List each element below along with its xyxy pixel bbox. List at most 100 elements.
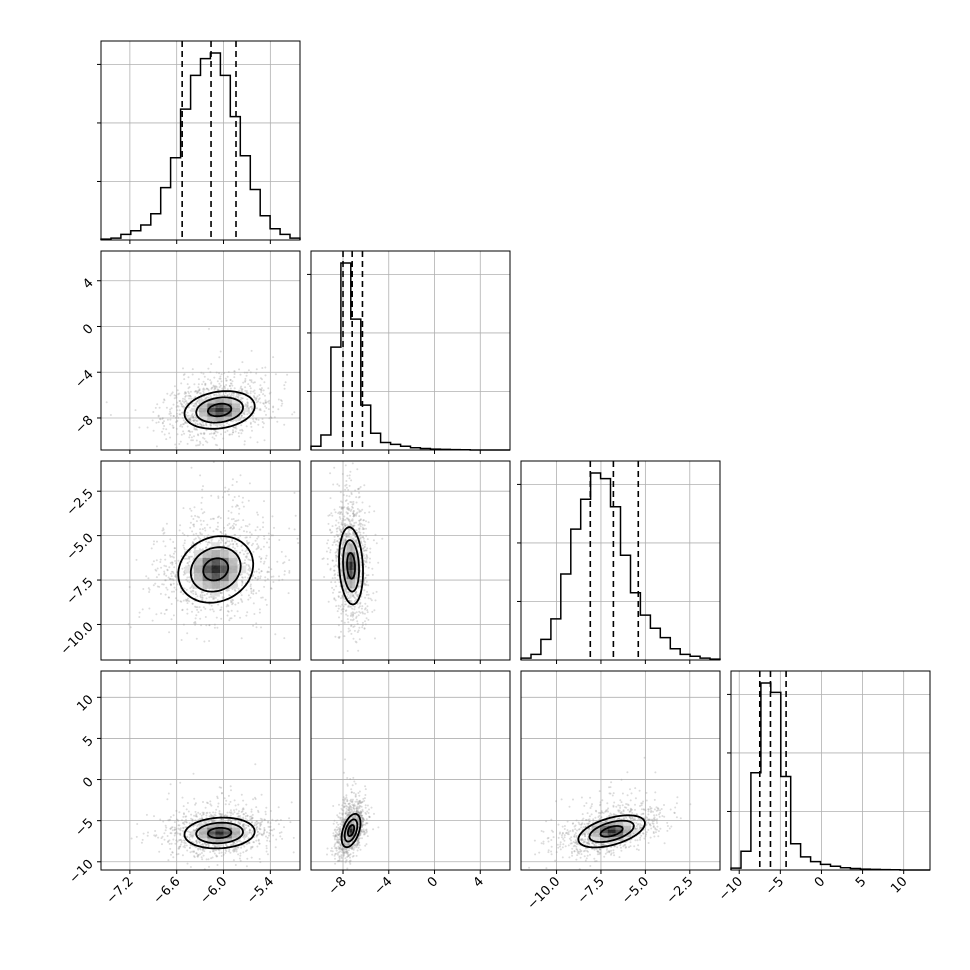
scatter-point xyxy=(246,842,249,845)
scatter-point xyxy=(233,533,236,536)
scatter-point xyxy=(198,392,201,395)
scatter-point xyxy=(366,547,369,550)
scatter-point xyxy=(196,815,198,818)
scatter-point xyxy=(196,827,198,830)
scatter-point xyxy=(164,558,167,561)
scatter-point xyxy=(155,559,158,562)
scatter-point xyxy=(195,403,198,406)
scatter-point xyxy=(260,570,263,573)
scatter-point xyxy=(138,611,141,614)
scatter-point xyxy=(352,533,354,535)
scatter-point xyxy=(337,574,340,577)
scatter-point xyxy=(193,506,196,509)
scatter-point xyxy=(230,811,233,814)
scatter-point xyxy=(178,413,181,416)
scatter-point xyxy=(350,625,353,628)
scatter-point xyxy=(366,538,369,541)
scatter-point xyxy=(247,565,250,568)
scatter-point xyxy=(210,539,213,542)
scatter-point xyxy=(238,368,241,371)
scatter-point xyxy=(347,803,350,805)
scatter-point xyxy=(196,595,199,598)
density-cell xyxy=(223,407,232,413)
scatter-point xyxy=(293,491,296,494)
scatter-point xyxy=(198,389,201,392)
scatter-point xyxy=(345,533,348,536)
scatter-point xyxy=(171,561,174,564)
scatter-point xyxy=(251,578,254,581)
scatter-point xyxy=(263,537,266,540)
scatter-point xyxy=(260,557,263,560)
scatter-point xyxy=(341,594,344,597)
scatter-point xyxy=(258,842,261,845)
scatter-point xyxy=(262,402,265,405)
scatter-point xyxy=(354,612,356,615)
scatter-point xyxy=(347,524,350,527)
scatter-point xyxy=(348,528,350,530)
scatter-point xyxy=(191,430,194,433)
scatter-point xyxy=(162,528,165,531)
scatter-point xyxy=(209,803,212,806)
scatter-point xyxy=(218,356,221,359)
scatter-point xyxy=(221,596,224,599)
scatter-point xyxy=(354,597,356,599)
scatter-point xyxy=(202,380,205,383)
scatter-point xyxy=(163,838,166,841)
scatter-point xyxy=(180,403,183,406)
scatter-point xyxy=(202,848,205,851)
scatter-point xyxy=(357,846,360,849)
density-cell xyxy=(220,550,229,558)
scatter-point xyxy=(236,545,239,548)
scatter-point xyxy=(345,534,348,537)
scatter-point xyxy=(183,373,186,376)
scatter-point xyxy=(166,588,169,591)
scatter-point xyxy=(208,603,211,606)
scatter-point xyxy=(172,415,175,418)
scatter-point xyxy=(206,801,208,804)
scatter-point xyxy=(229,809,232,812)
density-cell xyxy=(193,581,203,589)
scatter-point xyxy=(345,613,348,616)
scatter-point xyxy=(364,607,367,610)
scatter-point xyxy=(203,850,206,853)
scatter-point xyxy=(201,599,204,602)
scatter-point xyxy=(258,589,260,592)
scatter-point xyxy=(198,389,201,392)
scatter-point xyxy=(354,795,357,798)
scatter-point xyxy=(159,454,161,456)
scatter-point xyxy=(201,817,204,820)
scatter-point xyxy=(258,611,261,614)
scatter-point xyxy=(203,842,206,845)
scatter-point xyxy=(201,596,204,599)
scatter-point xyxy=(168,819,171,822)
scatter-point xyxy=(220,818,223,821)
scatter-point xyxy=(240,599,243,602)
scatter-point xyxy=(181,796,184,799)
scatter-point xyxy=(362,537,365,540)
scatter-point xyxy=(363,546,366,549)
scatter-point xyxy=(341,572,344,575)
scatter-point xyxy=(247,594,250,597)
scatter-point xyxy=(184,815,187,818)
scatter-point xyxy=(261,378,263,381)
scatter-point xyxy=(352,513,355,516)
scatter-point xyxy=(243,443,246,446)
scatter-point xyxy=(267,821,269,824)
scatter-point xyxy=(367,566,370,569)
scatter-point xyxy=(195,402,198,405)
scatter-point xyxy=(265,835,267,838)
scatter-point xyxy=(351,503,354,506)
scatter-point xyxy=(358,515,361,518)
scatter-point xyxy=(237,587,240,590)
scatter-point xyxy=(256,825,259,828)
scatter-point xyxy=(277,823,280,826)
scatter-point xyxy=(359,510,362,513)
scatter-point xyxy=(264,576,267,579)
scatter-point xyxy=(241,501,244,504)
scatter-point xyxy=(189,434,191,436)
scatter-point xyxy=(276,420,279,423)
scatter-point xyxy=(177,853,180,855)
scatter-point xyxy=(280,399,282,402)
scatter-point xyxy=(241,576,244,579)
scatter-point xyxy=(213,820,216,823)
